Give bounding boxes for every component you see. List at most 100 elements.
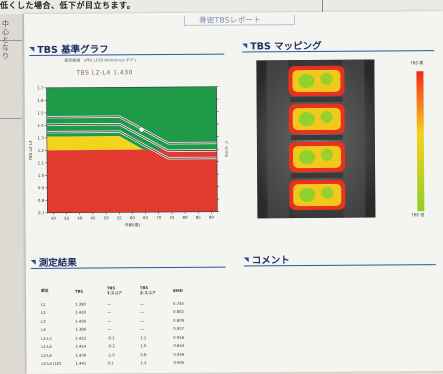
- vertebra-high-zone: [320, 110, 333, 123]
- results-header-cell: TBS Z-スコア: [139, 284, 156, 295]
- y-tick-label: 1.7: [37, 85, 44, 90]
- x-axis-label: 年齢(歳): [125, 221, 141, 227]
- background-left-rule: [0, 118, 22, 119]
- y-tick-label: 0.9: [38, 185, 45, 190]
- graph-subtitle: 基準曲線 JPN/ LF20 Reference ボディ: [64, 57, 138, 63]
- y-tick-label: 1.2: [38, 148, 45, 153]
- results-value-cell: —: [140, 317, 144, 323]
- results-value-cell: 1.386: [75, 326, 87, 332]
- results-value-cell: 0.905: [173, 360, 185, 366]
- legend-low-label: TBS 低: [411, 212, 425, 218]
- x-tick-label: 30: [51, 216, 57, 221]
- section-marker-icon: [242, 42, 248, 48]
- results-value-cell: -0.2: [107, 343, 115, 349]
- results-row: L2-L4 (LD) 1.441 0.1 1.2 0.905: [39, 358, 197, 368]
- y-tick-label: 1.4: [37, 123, 44, 128]
- section-rule-graph: [29, 53, 225, 56]
- results-value-cell: 0.946: [173, 351, 185, 357]
- results-value-cell: 1.380: [75, 301, 86, 307]
- results-header-row: 部位 TBS TBS T-スコア TBS Z-スコア BMD: [39, 281, 197, 300]
- y-tick-label: 0.7: [38, 210, 45, 215]
- y-axis-label: TBS L2-L4: [28, 140, 33, 161]
- section-rule-comment: [243, 264, 436, 267]
- results-value-cell: 0.844: [173, 343, 185, 349]
- title-bracket-right: [294, 15, 296, 26]
- mapping-pelvis-shadow-right: [342, 59, 366, 218]
- results-value-cell: 0.809: [173, 317, 185, 323]
- results-header-cell: 部位: [40, 287, 49, 293]
- mapping-pelvis-shadow-left: [266, 60, 290, 219]
- intervertebral-gap: [291, 210, 344, 217]
- vertebra-l1: [288, 65, 345, 103]
- intervertebral-gap: [291, 172, 344, 179]
- tbs-reference-chart: 1.7 1.6 1.5 1.4 1.3 1.2 1.1 1.0 0.9 0.8 0.7 30 35 40…: [28, 85, 230, 227]
- vertebra-high-zone: [298, 112, 315, 127]
- y-tick-label: 1.3: [37, 135, 44, 140]
- y-tick-label: 1.0: [38, 173, 45, 178]
- results-value-cell: 1.1: [140, 334, 147, 340]
- legend-high-label: TBS 高: [410, 60, 424, 66]
- reference-curve-0: [46, 116, 217, 144]
- section-marker-icon: [29, 46, 35, 52]
- results-value-cell: 0.1: [107, 360, 114, 366]
- results-site-cell: L1: [41, 301, 46, 307]
- x-tick-label: 55: [117, 215, 123, 220]
- y-tick-label: 1.1: [38, 160, 45, 165]
- y-tick-label: 1.5: [37, 110, 44, 115]
- x-tick-label: 60: [130, 215, 136, 220]
- results-value-cell: 1.2: [140, 360, 147, 366]
- x-tick-label: 40: [77, 216, 83, 221]
- x-tick-label: 70: [156, 215, 162, 220]
- results-table: 部位 TBS TBS T-スコア TBS Z-スコア BMD L1 1.380 — —…: [39, 281, 198, 368]
- results-site-cell: L2: [41, 310, 46, 316]
- results-site-cell: L2-L4: [41, 352, 52, 358]
- patient-point: [139, 127, 144, 132]
- intervertebral-gap: [290, 96, 343, 103]
- reference-curve-2: [46, 131, 218, 159]
- vertebra-high-zone: [299, 188, 316, 203]
- results-value-cell: -0.1: [107, 335, 115, 341]
- results-value-cell: 1.430: [75, 352, 87, 358]
- background-caption: 低くした場合、低下が目立ちます。: [0, 1, 136, 10]
- results-header-cell: TBS: [74, 288, 84, 294]
- vertebra-l2: [288, 103, 345, 141]
- results-value-cell: —: [140, 326, 145, 332]
- background-left-strip: [0, 14, 24, 374]
- vertebra-high-zone: [320, 148, 333, 161]
- y-tick-label: 1.6: [37, 98, 44, 103]
- results-value-cell: 0.745: [173, 300, 184, 306]
- results-site-cell: L2-L4 (LD): [41, 360, 62, 367]
- x-tick-label: 75: [169, 215, 175, 220]
- vertebra-l4: [289, 179, 346, 217]
- results-value-cell: —: [107, 326, 112, 332]
- y-tick-label: 0.8: [38, 198, 45, 203]
- x-tick-label: 80: [183, 215, 189, 220]
- results-value-cell: 1.422: [75, 335, 87, 341]
- section-marker-icon: [243, 256, 249, 262]
- results-value-cell: —: [140, 300, 144, 306]
- section-marker-icon: [30, 259, 36, 265]
- results-site-cell: L4: [41, 327, 46, 333]
- tbs-report-sheet: 骨密TBSレポート TBS 基準グラフ 基準曲線 JPN/ LF20 Refer…: [24, 11, 443, 374]
- vertebra-l3: [288, 141, 346, 179]
- y-axis-right-label: ﾊﾟｰｾﾝﾀｲﾙ: [224, 141, 230, 157]
- results-header-cell: BMD: [172, 287, 183, 293]
- vertebra-high-zone: [320, 72, 333, 85]
- results-value-cell: 1.428: [75, 309, 86, 315]
- results-value-cell: 1.456: [75, 318, 87, 324]
- results-header-cell: TBS T-スコア: [106, 284, 122, 295]
- results-site-cell: L3: [41, 318, 46, 324]
- results-value-cell: 1.441: [75, 360, 87, 366]
- x-tick-label: 35: [64, 216, 70, 221]
- spine-mapping-drawing: [256, 59, 376, 219]
- results-site-cell: L1-L3: [41, 335, 52, 341]
- background-left-rule: [0, 40, 22, 41]
- results-value-cell: 1.414: [75, 343, 87, 349]
- x-tick-label: 90: [209, 215, 215, 220]
- results-value-cell: 1.0: [140, 343, 147, 349]
- results-value-cell: —: [140, 309, 144, 315]
- results-value-cell: 0.8: [140, 351, 147, 357]
- mapping-color-legend: [416, 71, 425, 212]
- results-value-cell: 0.916: [173, 334, 185, 340]
- x-tick-label: 45: [90, 216, 96, 221]
